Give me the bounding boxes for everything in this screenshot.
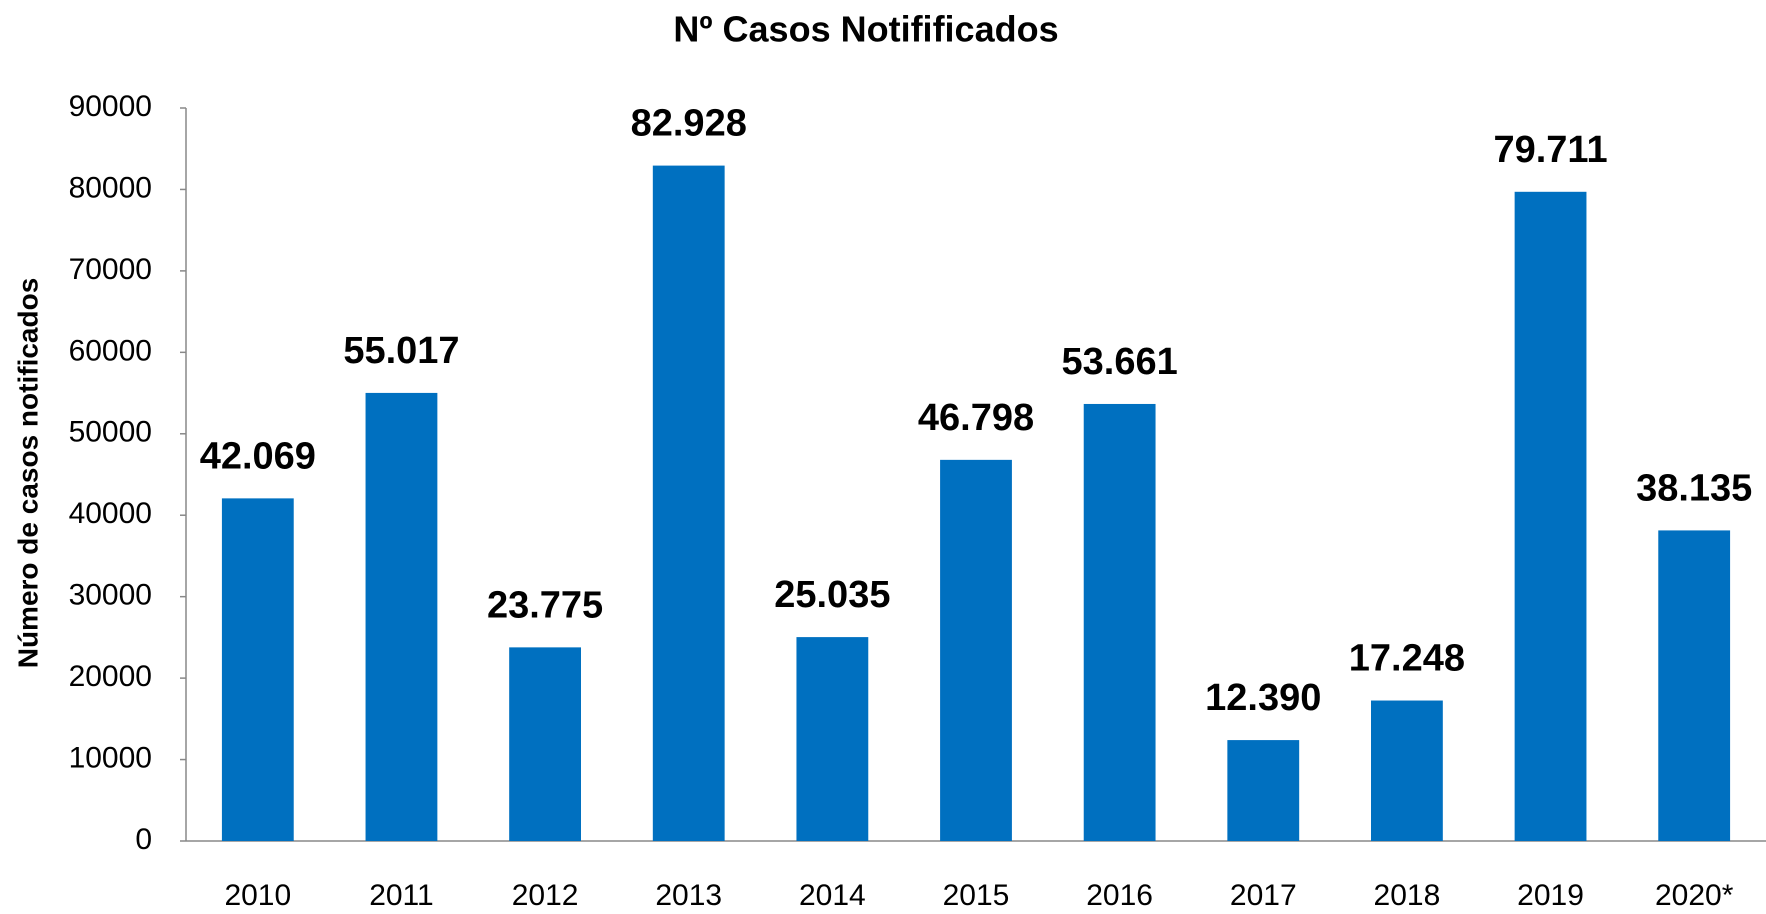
bar	[1083, 403, 1156, 841]
y-axis-label: Número de casos notificados	[12, 278, 43, 669]
bar	[1658, 530, 1731, 841]
bar	[796, 637, 869, 841]
x-tick-label: 2018	[1374, 879, 1441, 912]
bar	[1371, 700, 1443, 841]
data-label: 25.035	[774, 574, 890, 616]
bar	[221, 498, 294, 841]
y-tick-label: 70000	[69, 253, 152, 286]
chart-title: Nº Casos Notifificados	[673, 9, 1058, 50]
x-tick-label: 2014	[799, 879, 866, 912]
bar	[365, 392, 438, 841]
data-label: 79.711	[1493, 129, 1607, 171]
bar	[509, 647, 581, 841]
data-label: 23.775	[487, 584, 603, 626]
data-label: 12.390	[1205, 677, 1321, 719]
y-tick-label: 0	[135, 823, 152, 856]
bar	[652, 165, 725, 841]
y-tick-label: 90000	[69, 90, 152, 123]
y-tick-label: 30000	[69, 579, 152, 612]
x-tick-label: 2017	[1230, 879, 1297, 912]
y-tick-label: 50000	[69, 416, 152, 449]
bar	[1514, 191, 1587, 841]
data-label: 38.135	[1636, 467, 1752, 509]
x-tick-label: 2011	[369, 879, 434, 912]
x-tick-label: 2020*	[1655, 879, 1734, 912]
x-tick-label: 2013	[655, 879, 722, 912]
y-tick-label: 60000	[69, 334, 152, 367]
data-label: 42.069	[200, 435, 316, 477]
data-label: 55.017	[343, 330, 459, 372]
y-tick-label: 10000	[69, 741, 152, 774]
y-tick-label: 20000	[69, 660, 152, 693]
data-label: 17.248	[1349, 638, 1465, 680]
x-tick-label: 2016	[1086, 879, 1153, 912]
data-label: 46.798	[918, 397, 1034, 439]
data-label: 53.661	[1062, 341, 1178, 383]
y-tick-label: 80000	[69, 171, 152, 204]
y-tick-label: 40000	[69, 497, 152, 530]
bar	[1227, 740, 1300, 841]
x-tick-label: 2012	[512, 879, 579, 912]
x-tick-label: 2019	[1517, 879, 1584, 912]
x-tick-label: 2010	[224, 879, 291, 912]
data-label: 82.928	[631, 103, 747, 145]
x-tick-label: 2015	[943, 879, 1010, 912]
bar	[940, 459, 1012, 841]
